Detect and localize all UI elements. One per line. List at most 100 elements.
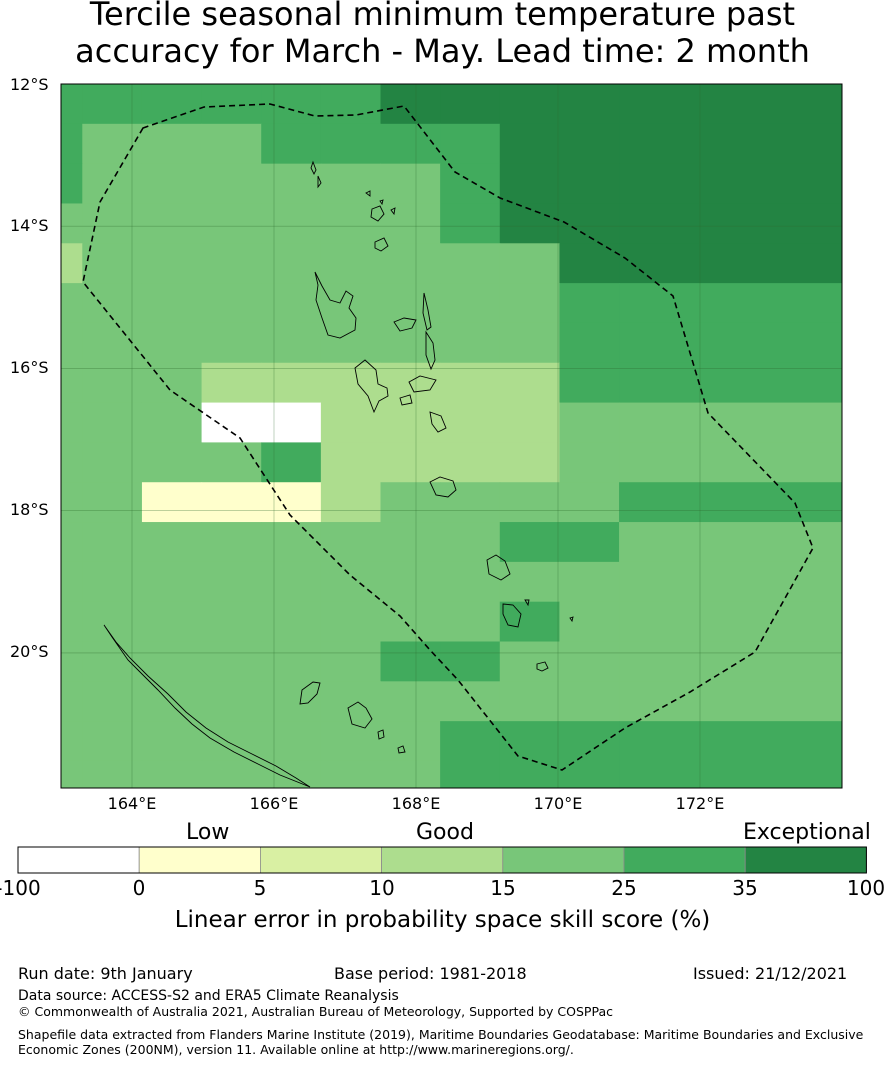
skill-cell <box>440 283 501 324</box>
skill-cell <box>440 681 501 722</box>
island-banks-1 <box>370 205 385 222</box>
skill-cell <box>82 522 143 563</box>
skill-grid <box>61 84 843 789</box>
skill-cell <box>261 402 322 443</box>
skill-cell <box>380 163 441 204</box>
island-tanna <box>502 603 522 628</box>
skill-cell <box>141 482 203 523</box>
skill-cell <box>499 362 560 404</box>
island-matthew <box>569 616 574 623</box>
skill-cell <box>201 402 262 443</box>
skill-cell <box>440 203 501 244</box>
skill-cell <box>559 84 620 125</box>
skill-cell <box>61 123 83 165</box>
skill-cell <box>141 203 203 244</box>
skill-cell <box>61 163 83 204</box>
skill-cell <box>320 482 381 523</box>
skill-cell <box>261 561 322 603</box>
skill-cell <box>440 362 501 404</box>
lon-label-168e: 168°E <box>391 794 441 813</box>
skill-cell <box>499 123 560 165</box>
copyright: © Commonwealth of Australia 2021, Austra… <box>18 1004 613 1019</box>
skill-cell <box>61 362 83 404</box>
base-period: Base period: 1981-2018 <box>334 964 527 983</box>
skill-cell <box>261 123 322 165</box>
graticule <box>61 84 842 788</box>
colorbar-segment <box>138 846 261 874</box>
skill-cell <box>82 760 143 789</box>
skill-cell <box>61 322 83 364</box>
colorbar-segment <box>744 846 867 874</box>
skill-cell <box>320 601 381 643</box>
skill-cell <box>440 84 501 125</box>
skill-cell <box>499 243 560 284</box>
skill-cell <box>82 84 143 125</box>
colorbar-tick: 15 <box>490 876 516 900</box>
skill-cell <box>499 522 560 563</box>
skill-cell <box>320 721 381 762</box>
colorbar-segment <box>381 846 504 874</box>
skill-cell <box>559 681 620 722</box>
island-maewo <box>422 292 432 331</box>
skill-cell <box>82 681 143 722</box>
skill-cell <box>320 522 381 563</box>
skill-cell <box>61 681 83 722</box>
skill-cell <box>380 522 441 563</box>
skill-cell <box>559 561 620 603</box>
skill-cell <box>440 641 501 682</box>
skill-cell <box>61 482 83 523</box>
skill-cell <box>619 641 843 682</box>
skill-cell <box>82 123 143 165</box>
title-line-2: accuracy for March - May. Lead time: 2 m… <box>75 32 810 70</box>
skill-cell <box>440 163 501 204</box>
skill-cell <box>61 760 83 789</box>
skill-cell <box>141 322 203 364</box>
skill-cell <box>499 283 560 324</box>
colorbar-tick: 100 <box>846 876 885 900</box>
colorbar-frame <box>17 846 867 874</box>
skill-cell <box>320 243 381 284</box>
skill-cell <box>201 561 262 603</box>
eez-boundary <box>82 103 814 771</box>
skill-cell <box>380 322 441 364</box>
colorbar-word-good: Good <box>416 820 474 845</box>
skill-cell <box>440 123 501 165</box>
colorbar-tick: 0 <box>132 876 146 900</box>
skill-map <box>60 83 843 789</box>
run-date: Run date: 9th January <box>18 964 193 983</box>
skill-cell <box>559 362 620 404</box>
skill-cell <box>499 760 560 789</box>
skill-cell <box>499 203 560 244</box>
skill-cell <box>320 123 381 165</box>
skill-cell <box>619 243 843 284</box>
skill-cell <box>440 482 501 523</box>
skill-cell <box>141 601 203 643</box>
skill-cell <box>559 760 620 789</box>
skill-cell <box>619 721 843 762</box>
skill-cell <box>320 561 381 603</box>
colorbar-tick: 35 <box>732 876 758 900</box>
island-banks-5 <box>379 199 384 206</box>
skill-cell <box>619 482 843 523</box>
skill-cell <box>201 362 262 404</box>
skill-cell <box>141 641 203 682</box>
island-banks-4 <box>390 207 396 216</box>
island-loyalty-ouvea <box>299 681 321 705</box>
skill-cell <box>320 760 381 789</box>
skill-cell <box>619 681 843 722</box>
skill-cell <box>61 641 83 682</box>
island-hunter <box>524 599 530 607</box>
skill-cell <box>261 721 322 762</box>
colorbar-segment <box>623 846 746 874</box>
lon-label-172e: 172°E <box>675 794 725 813</box>
skill-cell <box>201 243 262 284</box>
island-ile-des-pins <box>397 745 406 754</box>
skill-cell <box>82 402 143 443</box>
skill-cell <box>61 601 83 643</box>
map-frame <box>60 83 843 789</box>
skill-cell <box>82 203 143 244</box>
skill-cell <box>141 760 203 789</box>
skill-cell <box>499 322 560 364</box>
skill-cell <box>440 402 501 443</box>
skill-cell <box>619 84 843 125</box>
